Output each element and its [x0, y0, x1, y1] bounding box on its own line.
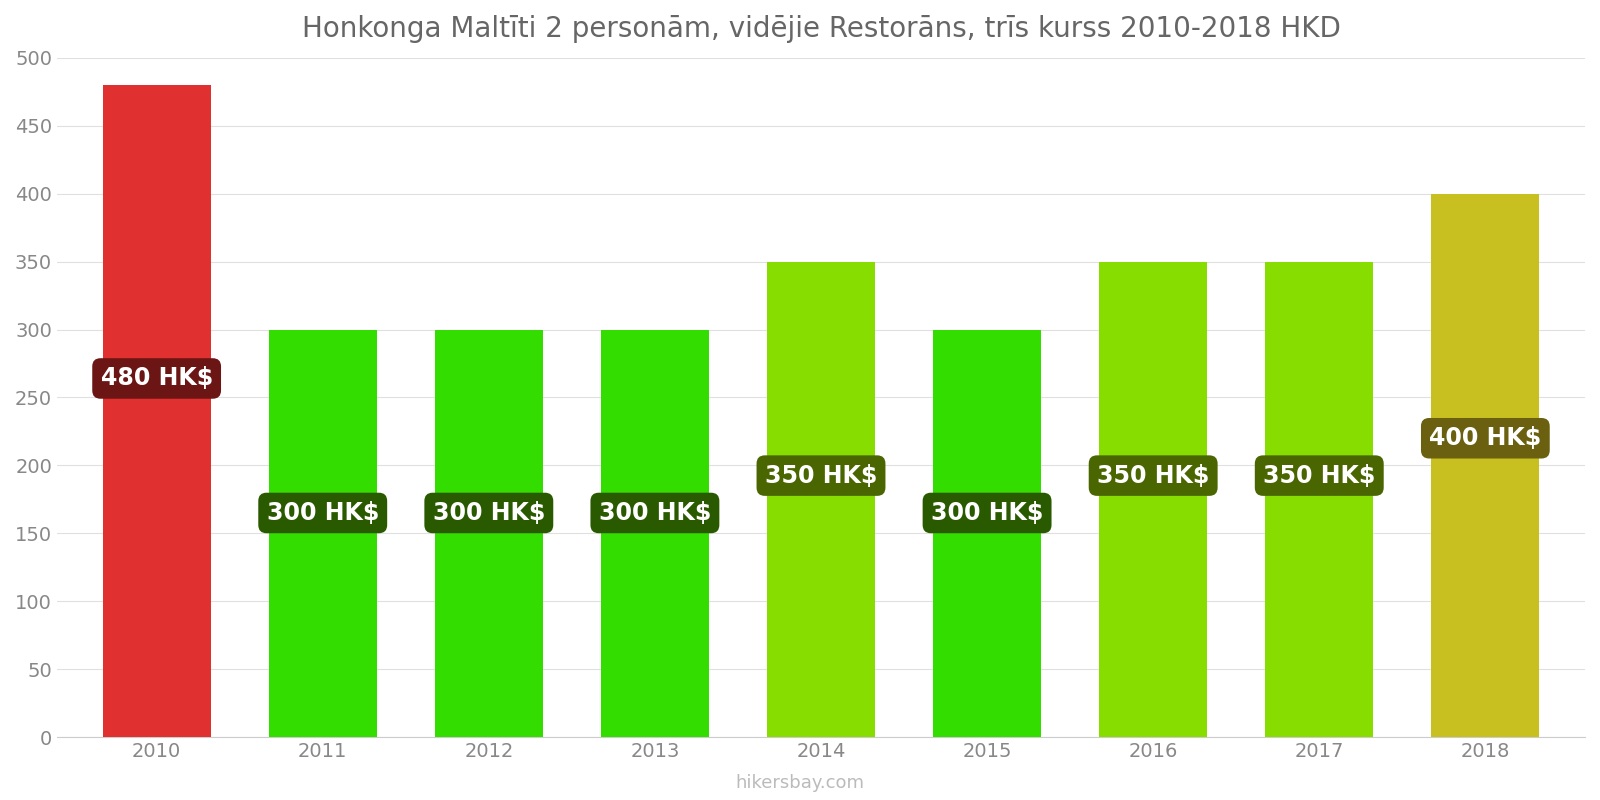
Bar — [1266, 262, 1373, 737]
Text: 480 HK$: 480 HK$ — [101, 366, 213, 390]
Bar — [933, 330, 1042, 737]
Bar — [602, 330, 709, 737]
Text: 300 HK$: 300 HK$ — [598, 501, 710, 525]
Text: 300 HK$: 300 HK$ — [267, 501, 379, 525]
Bar — [1099, 262, 1206, 737]
Text: hikersbay.com: hikersbay.com — [736, 774, 864, 792]
Text: 350 HK$: 350 HK$ — [765, 464, 877, 488]
Text: 300 HK$: 300 HK$ — [931, 501, 1043, 525]
Bar — [269, 330, 376, 737]
Bar — [766, 262, 875, 737]
Bar — [1432, 194, 1539, 737]
Text: 350 HK$: 350 HK$ — [1262, 464, 1376, 488]
Title: Honkonga Maltīti 2 personām, vidējie Restorāns, trīs kurss 2010-2018 HKD: Honkonga Maltīti 2 personām, vidējie Res… — [301, 15, 1341, 43]
Text: 300 HK$: 300 HK$ — [432, 501, 546, 525]
Text: 350 HK$: 350 HK$ — [1098, 464, 1210, 488]
Bar — [102, 85, 211, 737]
Text: 400 HK$: 400 HK$ — [1429, 426, 1541, 450]
Bar — [435, 330, 542, 737]
